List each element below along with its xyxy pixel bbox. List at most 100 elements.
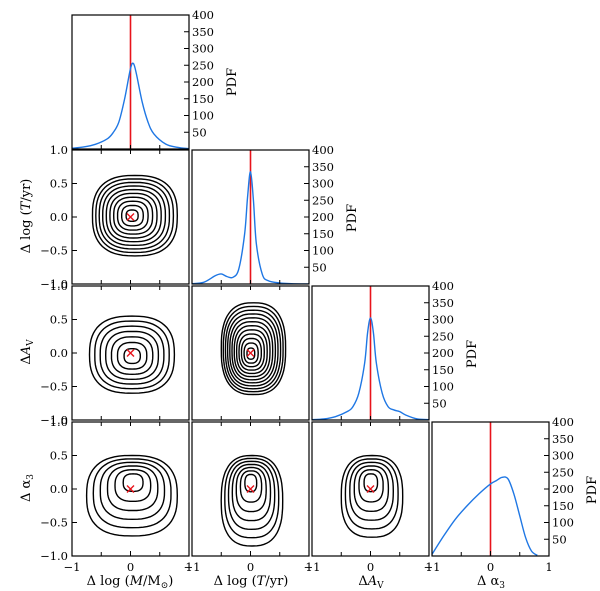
panel-content [88,315,176,394]
y-tick-label: 0.5 [50,313,68,327]
y-tick-label: 100 [192,109,214,123]
contour-level-9 [238,333,266,371]
contour-level-2 [92,458,172,529]
x-tick-label: 0 [487,560,494,574]
contour-level-5 [105,188,162,243]
x-tick-label: 1 [425,560,432,574]
contour-level-6 [231,320,274,381]
contour-level-7 [233,324,271,378]
x-tick-label: 0 [367,560,374,574]
x-tick-label: −1 [64,560,81,574]
truth-marker [366,485,375,493]
x-tick-label: 1 [545,560,552,574]
contour-level-2 [95,178,175,254]
y-tick-label: 100 [432,380,454,394]
panel-frame [191,285,310,421]
contour-level-6 [363,473,379,493]
panel-3-2: −1 0 1 [304,421,433,574]
contour-level-2 [344,458,399,530]
xlabel-age: Δ log (T/yr) [214,574,289,589]
y-tick-label: 1.0 [50,143,68,157]
contour-level-3 [349,461,395,521]
panel-frame [191,149,310,285]
y-tick-label: 50 [432,396,447,410]
contour-level-5 [110,336,154,376]
y-tick-label: 350 [432,296,454,310]
y-tick-label: 0.0 [50,346,68,360]
contour-level-1 [88,315,176,394]
axis-labels: Δ log (M/M⊙) Δ log (T/yr) ΔAV Δ α3 Δ log… [19,68,600,591]
contour-level-4 [101,185,167,247]
y-tick-label: 350 [312,160,334,174]
contour-level-1 [220,302,287,396]
panel-0-0: 50 100 150 200 250 300 350 400 [71,8,214,150]
contour-level-6 [109,192,158,239]
y-tick-label: 400 [432,279,454,293]
panels-group: 501001502002503003504001.00.50.0−0.5−1.0… [40,8,574,574]
x-tick-label: 0 [127,560,134,574]
y-tick-label: −1.0 [40,413,68,427]
contour-level-4 [226,313,279,387]
contour-level-4 [231,463,272,522]
contour-level-7 [123,348,141,365]
y-tick-label: 300 [552,449,574,463]
contour-level-10 [240,337,262,368]
contour-level-2 [222,305,284,393]
panel-frame [311,421,430,557]
y-tick-label: 250 [192,58,214,72]
xlabel-av: ΔAV [358,574,384,591]
panel-2-0: 1.0 0.5 0.0 −0.5 −1.0 [40,279,190,427]
contour-level-3 [99,325,165,385]
contour-level-9 [121,204,145,227]
panel-frame [311,285,430,421]
panel-frame [71,14,190,150]
truth-marker [126,349,135,357]
y-tick-label: 400 [312,143,334,157]
pdf-label-1: PDF [225,68,240,96]
y-tick-label: 0.0 [50,482,68,496]
y-tick-label: 150 [312,227,334,241]
contour-level-11 [243,342,259,364]
contour-level-6 [116,341,148,370]
panel-content [432,422,538,556]
panel-frame [431,421,550,557]
y-tick-label: 100 [312,244,334,258]
contour-level-5 [358,468,384,503]
contour-level-4 [353,465,390,513]
contour-level-6 [239,470,263,503]
contour-level-3 [224,309,282,390]
contour-level-6 [122,473,144,493]
y-tick-label: 200 [432,346,454,360]
contour-level-2 [94,320,170,390]
y-tick-label: 0.5 [50,449,68,463]
y-tick-label: −1.0 [40,549,68,563]
panel-content [220,454,284,547]
y-tick-label: 50 [552,532,567,546]
pdf-label-4: PDF [585,476,600,504]
contour-level-5 [229,317,277,384]
y-tick-label: 1.0 [50,415,68,429]
y-tick-label: −0.5 [40,516,68,530]
truth-marker [126,213,135,221]
y-tick-label: −1.0 [40,277,68,291]
contour-level-7 [112,196,154,235]
contour-level-4 [106,465,159,512]
y-tick-label: 400 [552,415,574,429]
contour-level-2 [224,457,280,539]
xlabel-alpha: Δ α3 [477,574,505,591]
ylabel-av: ΔAV [19,339,36,365]
x-tick-label: 1 [185,560,192,574]
contour-level-3 [227,460,276,531]
contour-level-3 [99,461,166,521]
panel-2-2: 50 100 150 200 250 300 350 400 [311,279,454,421]
y-tick-label: −0.5 [40,244,68,258]
y-tick-label: 350 [192,25,214,39]
pdf-curve [432,476,538,556]
panel-1-1: 50 100 150 200 250 300 350 400 [191,143,334,285]
contour-level-8 [235,329,268,375]
panel-frame [71,149,190,285]
truth-marker [126,485,135,493]
contour-level-7 [244,473,258,493]
panel-3-1: −1 0 1 [184,421,313,574]
y-tick-label: 150 [552,499,574,513]
